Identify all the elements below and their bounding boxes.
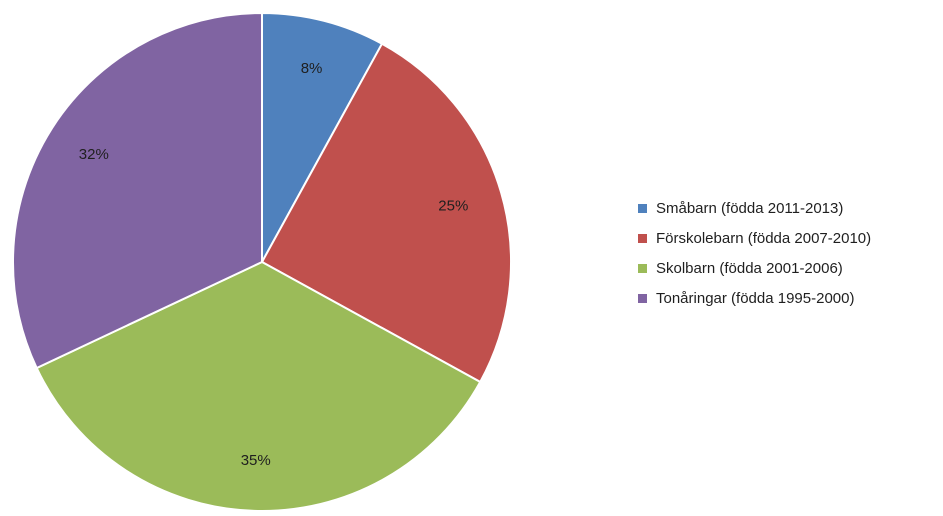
pie-slice-smabarn xyxy=(261,11,384,263)
legend-swatch-skolbarn xyxy=(638,263,647,273)
legend-label-tonaringar: Tonåringar (födda 1995-2000) xyxy=(656,289,855,307)
legend-swatch-tonaringar xyxy=(638,293,647,303)
legend-item-smabarn: Småbarn (födda 2011-2013) xyxy=(638,193,871,223)
legend-label-forskolebarn: Förskolebarn (födda 2007-2010) xyxy=(656,229,872,247)
legend-swatch-forskolebarn xyxy=(638,233,647,243)
legend-item-forskolebarn: Förskolebarn (födda 2007-2010) xyxy=(638,223,871,253)
data-label-forskolebarn: 25% xyxy=(438,197,468,214)
data-label-skolbarn: 35% xyxy=(241,452,271,469)
legend: Småbarn (födda 2011-2013) Förskolebarn (… xyxy=(638,193,871,313)
legend-label-smabarn: Småbarn (födda 2011-2013) xyxy=(656,199,844,217)
legend-swatch-smabarn xyxy=(638,203,647,213)
data-label-smabarn: 8% xyxy=(301,60,323,77)
legend-item-skolbarn: Skolbarn (födda 2001-2006) xyxy=(638,253,871,283)
pie-slice-tonaringar xyxy=(12,11,263,370)
pie-slice-skolbarn xyxy=(35,260,482,512)
pie-slice-forskolebarn xyxy=(260,42,512,384)
data-label-tonaringar: 32% xyxy=(79,146,109,163)
legend-item-tonaringar: Tonåringar (födda 1995-2000) xyxy=(638,283,871,313)
legend-label-skolbarn: Skolbarn (födda 2001-2006) xyxy=(656,259,843,277)
